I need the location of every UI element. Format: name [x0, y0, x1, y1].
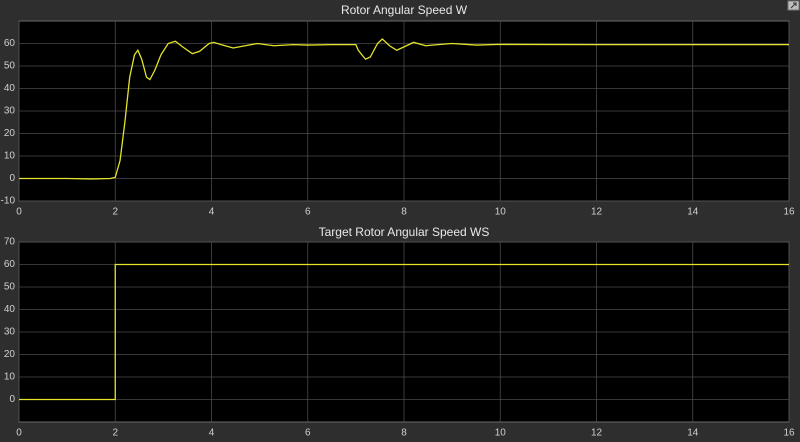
- y-tick-label: 50: [4, 61, 16, 72]
- y-tick-label: 30: [4, 106, 16, 117]
- y-tick-label: 20: [4, 128, 16, 139]
- y-tick-label: 40: [4, 304, 16, 315]
- y-tick-label: 0: [9, 173, 15, 184]
- x-tick-label: 6: [305, 207, 311, 218]
- y-tick-label: 20: [4, 349, 16, 360]
- x-tick-label: 6: [305, 428, 311, 439]
- x-tick-label: 14: [687, 428, 699, 439]
- chart-title: Target Rotor Angular Speed WS: [319, 225, 490, 239]
- undock-icon[interactable]: [787, 0, 800, 11]
- data-line: [19, 38, 789, 180]
- x-tick-label: 12: [591, 428, 603, 439]
- y-tick-label: 10: [4, 372, 16, 383]
- x-tick-label: 2: [112, 207, 118, 218]
- x-tick-label: 14: [687, 207, 699, 218]
- y-tick-label: 0: [9, 394, 15, 405]
- x-tick-label: 10: [495, 207, 507, 218]
- data-line: [19, 263, 789, 401]
- x-tick-label: 8: [401, 207, 407, 218]
- x-tick-label: 10: [495, 428, 507, 439]
- y-tick-label: 60: [4, 38, 16, 49]
- x-tick-label: 4: [209, 428, 215, 439]
- y-tick-label: 40: [4, 83, 16, 94]
- chart-title: Rotor Angular Speed W: [341, 3, 468, 17]
- x-tick-label: 4: [209, 207, 215, 218]
- y-tick-label: -10: [1, 196, 16, 207]
- y-tick-label: 50: [4, 282, 16, 293]
- x-tick-label: 12: [591, 207, 603, 218]
- y-tick-label: 60: [4, 259, 16, 270]
- x-tick-label: 16: [783, 428, 795, 439]
- x-tick-label: 2: [112, 428, 118, 439]
- x-tick-label: 16: [783, 207, 795, 218]
- y-tick-label: 10: [4, 151, 16, 162]
- x-tick-label: 0: [16, 428, 22, 439]
- x-tick-label: 8: [401, 428, 407, 439]
- y-tick-label: 30: [4, 327, 16, 338]
- icon-arrow[interactable]: [790, 2, 797, 9]
- y-tick-label: 70: [4, 237, 16, 248]
- x-tick-label: 0: [16, 207, 22, 218]
